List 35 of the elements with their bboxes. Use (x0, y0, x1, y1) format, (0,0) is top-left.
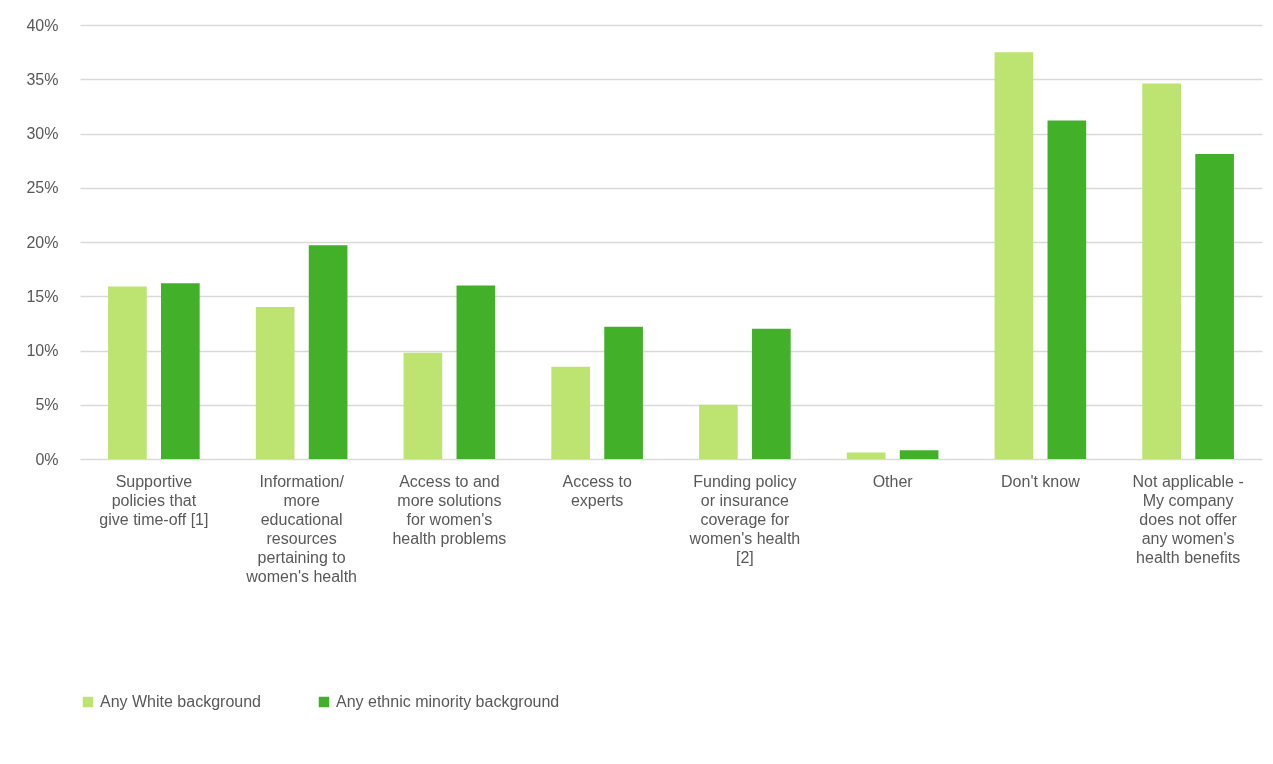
x-tick-label: Funding policy or insurance coverage for women's health [2] (688, 472, 801, 566)
bar (255, 307, 295, 459)
bar (551, 366, 590, 459)
x-tick-label: Information/ more educational resources pertaining to women's health (245, 472, 357, 585)
y-tick-label: 25% (26, 179, 59, 197)
bar (846, 452, 886, 459)
bar (899, 450, 939, 459)
bar (456, 285, 496, 459)
bar (403, 352, 443, 459)
bar (994, 52, 1034, 459)
y-tick-label: 30% (26, 125, 59, 142)
y-tick-label: 10% (26, 342, 59, 359)
bar (108, 286, 147, 459)
y-tick-label: 15% (26, 287, 59, 305)
x-tick-label: Not applicable - My company does not offer any women's health benefits (1132, 472, 1244, 566)
y-tick-label: 20% (26, 233, 59, 251)
y-tick-label: 0% (35, 450, 59, 468)
x-tick-label: Don't know (1001, 472, 1081, 490)
y-tick-label: 35% (26, 70, 59, 88)
x-tick-label: Access to and more solutions for women's health problems (392, 472, 507, 547)
bar (1047, 120, 1087, 459)
bar (604, 326, 643, 459)
bar (699, 404, 738, 459)
y-tick-label: 40% (26, 16, 59, 34)
bar (1195, 154, 1234, 459)
bar (308, 245, 348, 459)
bar (1142, 83, 1181, 459)
bar (161, 283, 200, 459)
legend-label: Any White background (100, 693, 261, 710)
legend-label: Any ethnic minority background (336, 693, 560, 710)
x-tick-label: Access to experts (562, 472, 632, 509)
x-tick-label: Other (872, 472, 914, 490)
y-tick-label: 5% (35, 396, 59, 414)
bar (752, 328, 791, 459)
x-tick-label: Supportive policies that give time-off [1] (99, 472, 209, 528)
